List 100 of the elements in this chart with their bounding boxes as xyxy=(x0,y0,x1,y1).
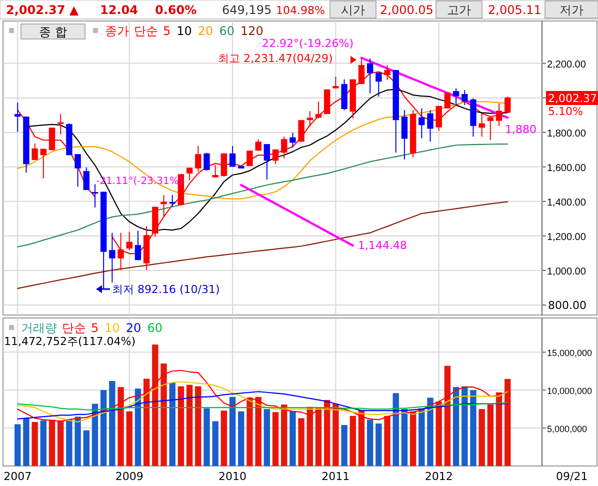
bar xyxy=(504,378,511,466)
text: 12.04 xyxy=(100,3,138,17)
text: 09/21 xyxy=(556,470,588,483)
candlestick xyxy=(186,167,193,180)
bar xyxy=(32,422,38,466)
bar xyxy=(169,382,176,466)
annotation: 최저 892.16 (10/31) xyxy=(112,283,220,296)
bar xyxy=(92,404,98,466)
candlestick xyxy=(462,90,468,106)
bar xyxy=(160,364,167,466)
x-tick-label: 2007 xyxy=(4,470,32,483)
x-tick-label: 2012 xyxy=(424,470,453,483)
text: 60 xyxy=(219,24,234,38)
bar xyxy=(281,404,288,466)
bar xyxy=(332,404,339,466)
bar xyxy=(496,392,502,466)
bar xyxy=(126,411,132,466)
bar xyxy=(58,420,64,466)
annotation: 1,144.48 xyxy=(358,239,407,252)
candlestick xyxy=(195,145,202,172)
candlestick xyxy=(32,142,38,160)
y-tick-label: 1,000.00 xyxy=(547,266,586,278)
bar xyxy=(66,418,72,466)
bar xyxy=(238,411,244,466)
text: 60 xyxy=(147,321,162,335)
candlestick xyxy=(58,114,64,135)
x-tick-label: 2011 xyxy=(322,470,350,483)
text: 고가 xyxy=(447,3,471,17)
annotation: 11,472,752주(117.04%) xyxy=(4,335,136,348)
y-tick-label: 800.00 xyxy=(548,298,586,312)
bar xyxy=(212,421,218,466)
legend-title: 거래량 단순 xyxy=(21,321,86,335)
bar xyxy=(118,387,124,466)
text: 104.98% xyxy=(276,4,325,17)
bar xyxy=(436,401,442,466)
bar xyxy=(178,386,184,466)
bar xyxy=(470,390,476,466)
text: 2,000.05 xyxy=(380,3,434,17)
candlestick xyxy=(134,230,142,261)
bar xyxy=(306,406,313,466)
legend-title: 종가 단순 xyxy=(105,24,158,38)
candlestick xyxy=(229,145,236,168)
y-tick-label: 2,200.00 xyxy=(547,59,586,70)
candlestick xyxy=(246,150,253,167)
bar xyxy=(478,409,485,466)
bar xyxy=(100,390,107,466)
bar xyxy=(14,424,21,466)
candlestick xyxy=(366,58,374,94)
line-series xyxy=(17,402,508,410)
annotation: 22.92°(-19.26%) xyxy=(262,37,354,50)
text: 10 xyxy=(104,321,120,335)
text: 5 xyxy=(163,24,171,38)
x-tick-label: 2010 xyxy=(218,470,247,483)
bar xyxy=(23,418,30,466)
candlestick xyxy=(14,102,21,132)
candlestick xyxy=(92,184,98,208)
candlestick xyxy=(444,92,451,109)
annotation: 1,880 xyxy=(505,123,536,136)
bar xyxy=(324,400,330,466)
candlestick xyxy=(40,148,46,179)
candlestick xyxy=(298,120,304,142)
candlestick xyxy=(264,144,270,180)
y-tick-label: 1,600.00 xyxy=(547,162,586,174)
text: 0.60% xyxy=(155,3,197,17)
bar xyxy=(229,396,236,466)
text: 10 xyxy=(176,24,192,38)
text: 20 xyxy=(198,24,214,38)
candlestick xyxy=(478,114,485,138)
bar xyxy=(264,409,270,466)
candlestick xyxy=(126,231,132,251)
bar xyxy=(462,386,468,466)
bar xyxy=(74,416,81,466)
text: 120 xyxy=(240,24,264,38)
bar xyxy=(186,384,193,466)
bar xyxy=(350,416,356,466)
bar xyxy=(272,412,279,466)
text: 2,002.37 ▲ xyxy=(6,3,80,17)
candlestick xyxy=(290,132,296,148)
text: 5 xyxy=(91,321,99,335)
bar xyxy=(401,409,408,466)
candlestick xyxy=(315,101,322,119)
chart-title: 종 합 xyxy=(39,25,67,39)
y-tick-label: 10,000,000 xyxy=(547,386,592,396)
bar xyxy=(452,387,460,466)
bar xyxy=(341,425,348,466)
candlestick xyxy=(220,152,228,178)
candlestick xyxy=(496,102,502,126)
candlestick xyxy=(204,152,210,172)
candlestick xyxy=(487,116,494,141)
bar xyxy=(444,366,451,466)
bar xyxy=(392,393,399,466)
bar xyxy=(143,378,150,466)
candlestick xyxy=(212,164,218,178)
candlestick xyxy=(306,110,313,128)
candlestick xyxy=(418,108,425,139)
bar xyxy=(427,398,434,466)
annotation: 최고 2,231.47(04/29) xyxy=(218,52,333,65)
text: 시가 xyxy=(341,3,365,17)
bar xyxy=(255,396,262,466)
line-series xyxy=(240,184,354,247)
